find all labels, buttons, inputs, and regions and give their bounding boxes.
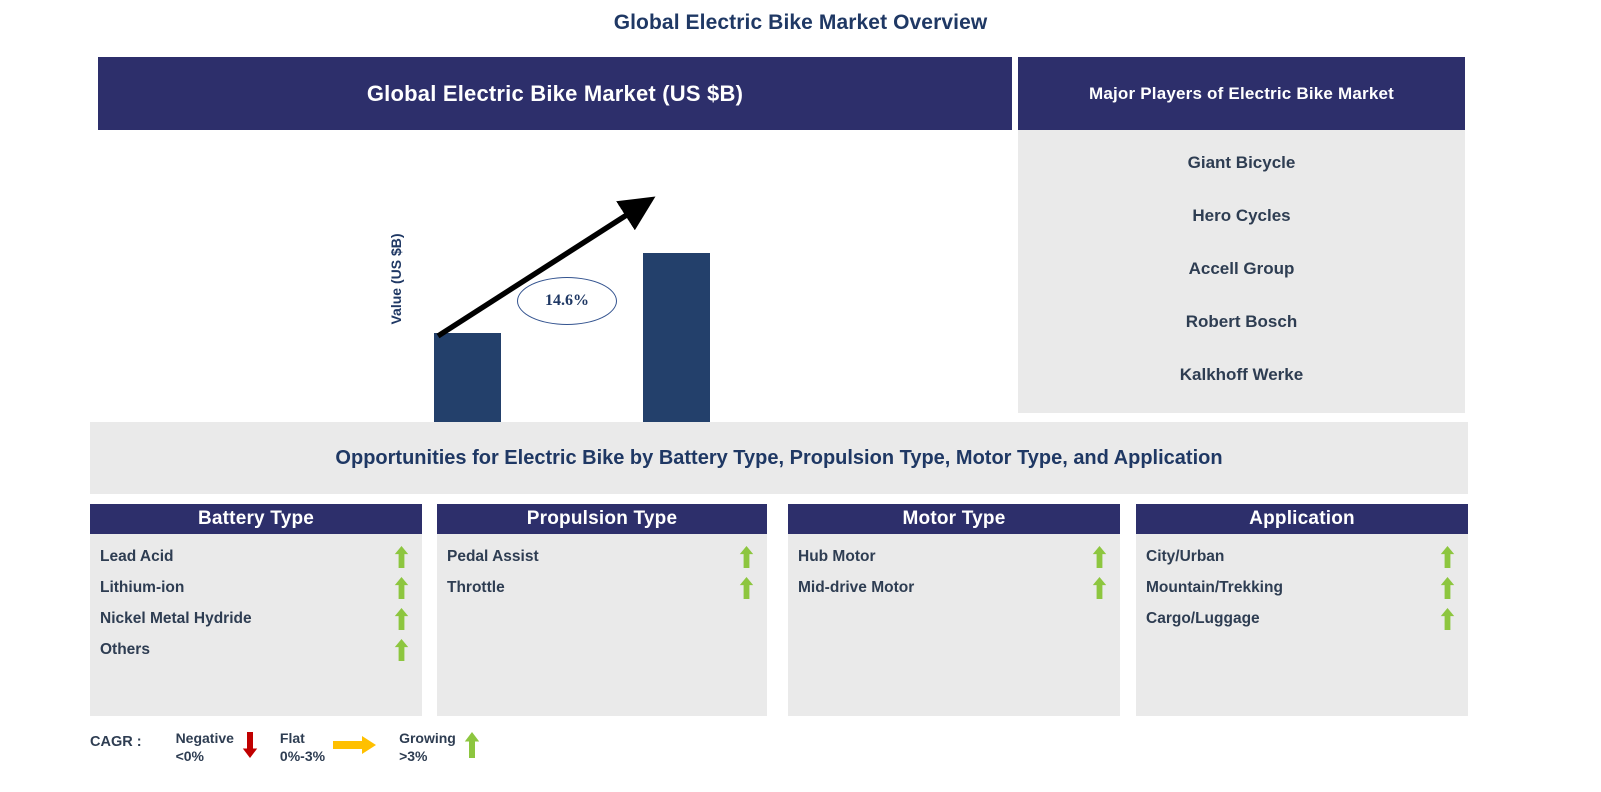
- arrow-up-icon: [1436, 545, 1458, 568]
- segment-column-propulsion-type: Propulsion Type Pedal Assist Throttle: [437, 504, 767, 716]
- segment-header: Propulsion Type: [437, 504, 767, 534]
- arrow-up-icon: [1436, 576, 1458, 599]
- list-item: Kalkhoff Werke: [1179, 365, 1304, 384]
- list-item: Mountain/Trekking: [1146, 576, 1458, 599]
- list-item: Nickel Metal Hydride: [100, 607, 412, 630]
- segment-item-label: Mountain/Trekking: [1146, 578, 1283, 596]
- segment-item-label: Cargo/Luggage: [1146, 609, 1260, 627]
- segment-item-label: Hub Motor: [798, 547, 876, 565]
- segment-items: City/Urban Mountain/Trekking Cargo/Lugga…: [1136, 534, 1468, 716]
- list-item: Pedal Assist: [447, 545, 757, 568]
- legend-label: Negative: [175, 730, 234, 746]
- arrow-up-icon: [735, 545, 757, 568]
- major-players-list: Giant Bicycle Hero Cycles Accell Group R…: [1018, 130, 1465, 413]
- segment-header: Motor Type: [788, 504, 1120, 534]
- segment-header: Application: [1136, 504, 1468, 534]
- bar-chart: Value (US $B) 2025 2031 14.6% Source : L…: [98, 130, 1012, 485]
- legend-range: 0%-3%: [279, 747, 326, 764]
- list-item: Mid-drive Motor: [798, 576, 1110, 599]
- segment-items: Pedal Assist Throttle: [437, 534, 767, 716]
- cagr-legend: CAGR : Negative <0% Flat 0%-3% Growing >…: [90, 730, 502, 780]
- segment-item-label: Lead Acid: [100, 547, 174, 565]
- list-item: Others: [100, 638, 412, 661]
- segment-item-label: Pedal Assist: [447, 547, 539, 565]
- arrow-up-icon: [390, 545, 412, 568]
- arrow-up-icon: [735, 576, 757, 599]
- legend-item-flat: Flat 0%-3%: [280, 730, 387, 765]
- legend-label: Growing: [399, 730, 456, 746]
- list-item: Robert Bosch: [1185, 312, 1298, 331]
- arrow-up-icon: [390, 607, 412, 630]
- segment-item-label: Nickel Metal Hydride: [100, 609, 252, 627]
- market-chart-panel: Global Electric Bike Market (US $B) Valu…: [98, 57, 1012, 485]
- list-item: City/Urban: [1146, 545, 1458, 568]
- list-item: Accell Group: [1188, 259, 1295, 278]
- segment-items: Hub Motor Mid-drive Motor: [788, 534, 1120, 716]
- list-item: Throttle: [447, 576, 757, 599]
- list-item: Cargo/Luggage: [1146, 607, 1458, 630]
- legend-range: <0%: [175, 747, 204, 764]
- arrow-right-icon: [333, 732, 377, 761]
- list-item: Lithium-ion: [100, 576, 412, 599]
- major-players-panel: Major Players of Electric Bike Market Gi…: [1018, 57, 1465, 413]
- segment-column-application: Application City/Urban Mountain/Trekking…: [1136, 504, 1468, 716]
- list-item: Hero Cycles: [1192, 206, 1291, 225]
- arrow-down-icon: [242, 732, 258, 763]
- major-players-header: Major Players of Electric Bike Market: [1018, 57, 1465, 130]
- arrow-up-icon: [1088, 545, 1110, 568]
- arrow-up-icon: [390, 576, 412, 599]
- legend-item-negative: Negative <0%: [176, 730, 268, 765]
- legend-label: Flat: [279, 730, 305, 746]
- segment-column-motor-type: Motor Type Hub Motor Mid-drive Motor: [788, 504, 1120, 716]
- cagr-legend-title: CAGR :: [90, 734, 142, 750]
- legend-range: >3%: [399, 747, 428, 764]
- list-item: Giant Bicycle: [1187, 153, 1296, 172]
- segment-item-label: City/Urban: [1146, 547, 1225, 565]
- arrow-up-icon: [1436, 607, 1458, 630]
- segment-header: Battery Type: [90, 504, 422, 534]
- growth-arrow-icon: [436, 196, 656, 339]
- arrow-up-icon: [1088, 576, 1110, 599]
- arrow-up-icon: [464, 732, 480, 763]
- list-item: Lead Acid: [100, 545, 412, 568]
- arrow-up-icon: [390, 638, 412, 661]
- segment-item-label: Throttle: [447, 578, 505, 596]
- segment-items: Lead Acid Lithium-ion Nickel Metal Hydri…: [90, 534, 422, 716]
- segment-item-label: Lithium-ion: [100, 578, 185, 596]
- page-title: Global Electric Bike Market Overview: [613, 11, 988, 34]
- legend-item-growing: Growing >3%: [399, 730, 490, 765]
- segment-item-label: Mid-drive Motor: [798, 578, 915, 596]
- opportunities-banner: Opportunities for Electric Bike by Batte…: [90, 422, 1468, 494]
- list-item: Hub Motor: [798, 545, 1110, 568]
- cagr-annotation: 14.6%: [517, 277, 617, 325]
- chart-panel-header: Global Electric Bike Market (US $B): [98, 57, 1012, 130]
- segment-column-battery-type: Battery Type Lead Acid Lithium-ion Nicke…: [90, 504, 422, 716]
- segment-item-label: Others: [100, 640, 150, 658]
